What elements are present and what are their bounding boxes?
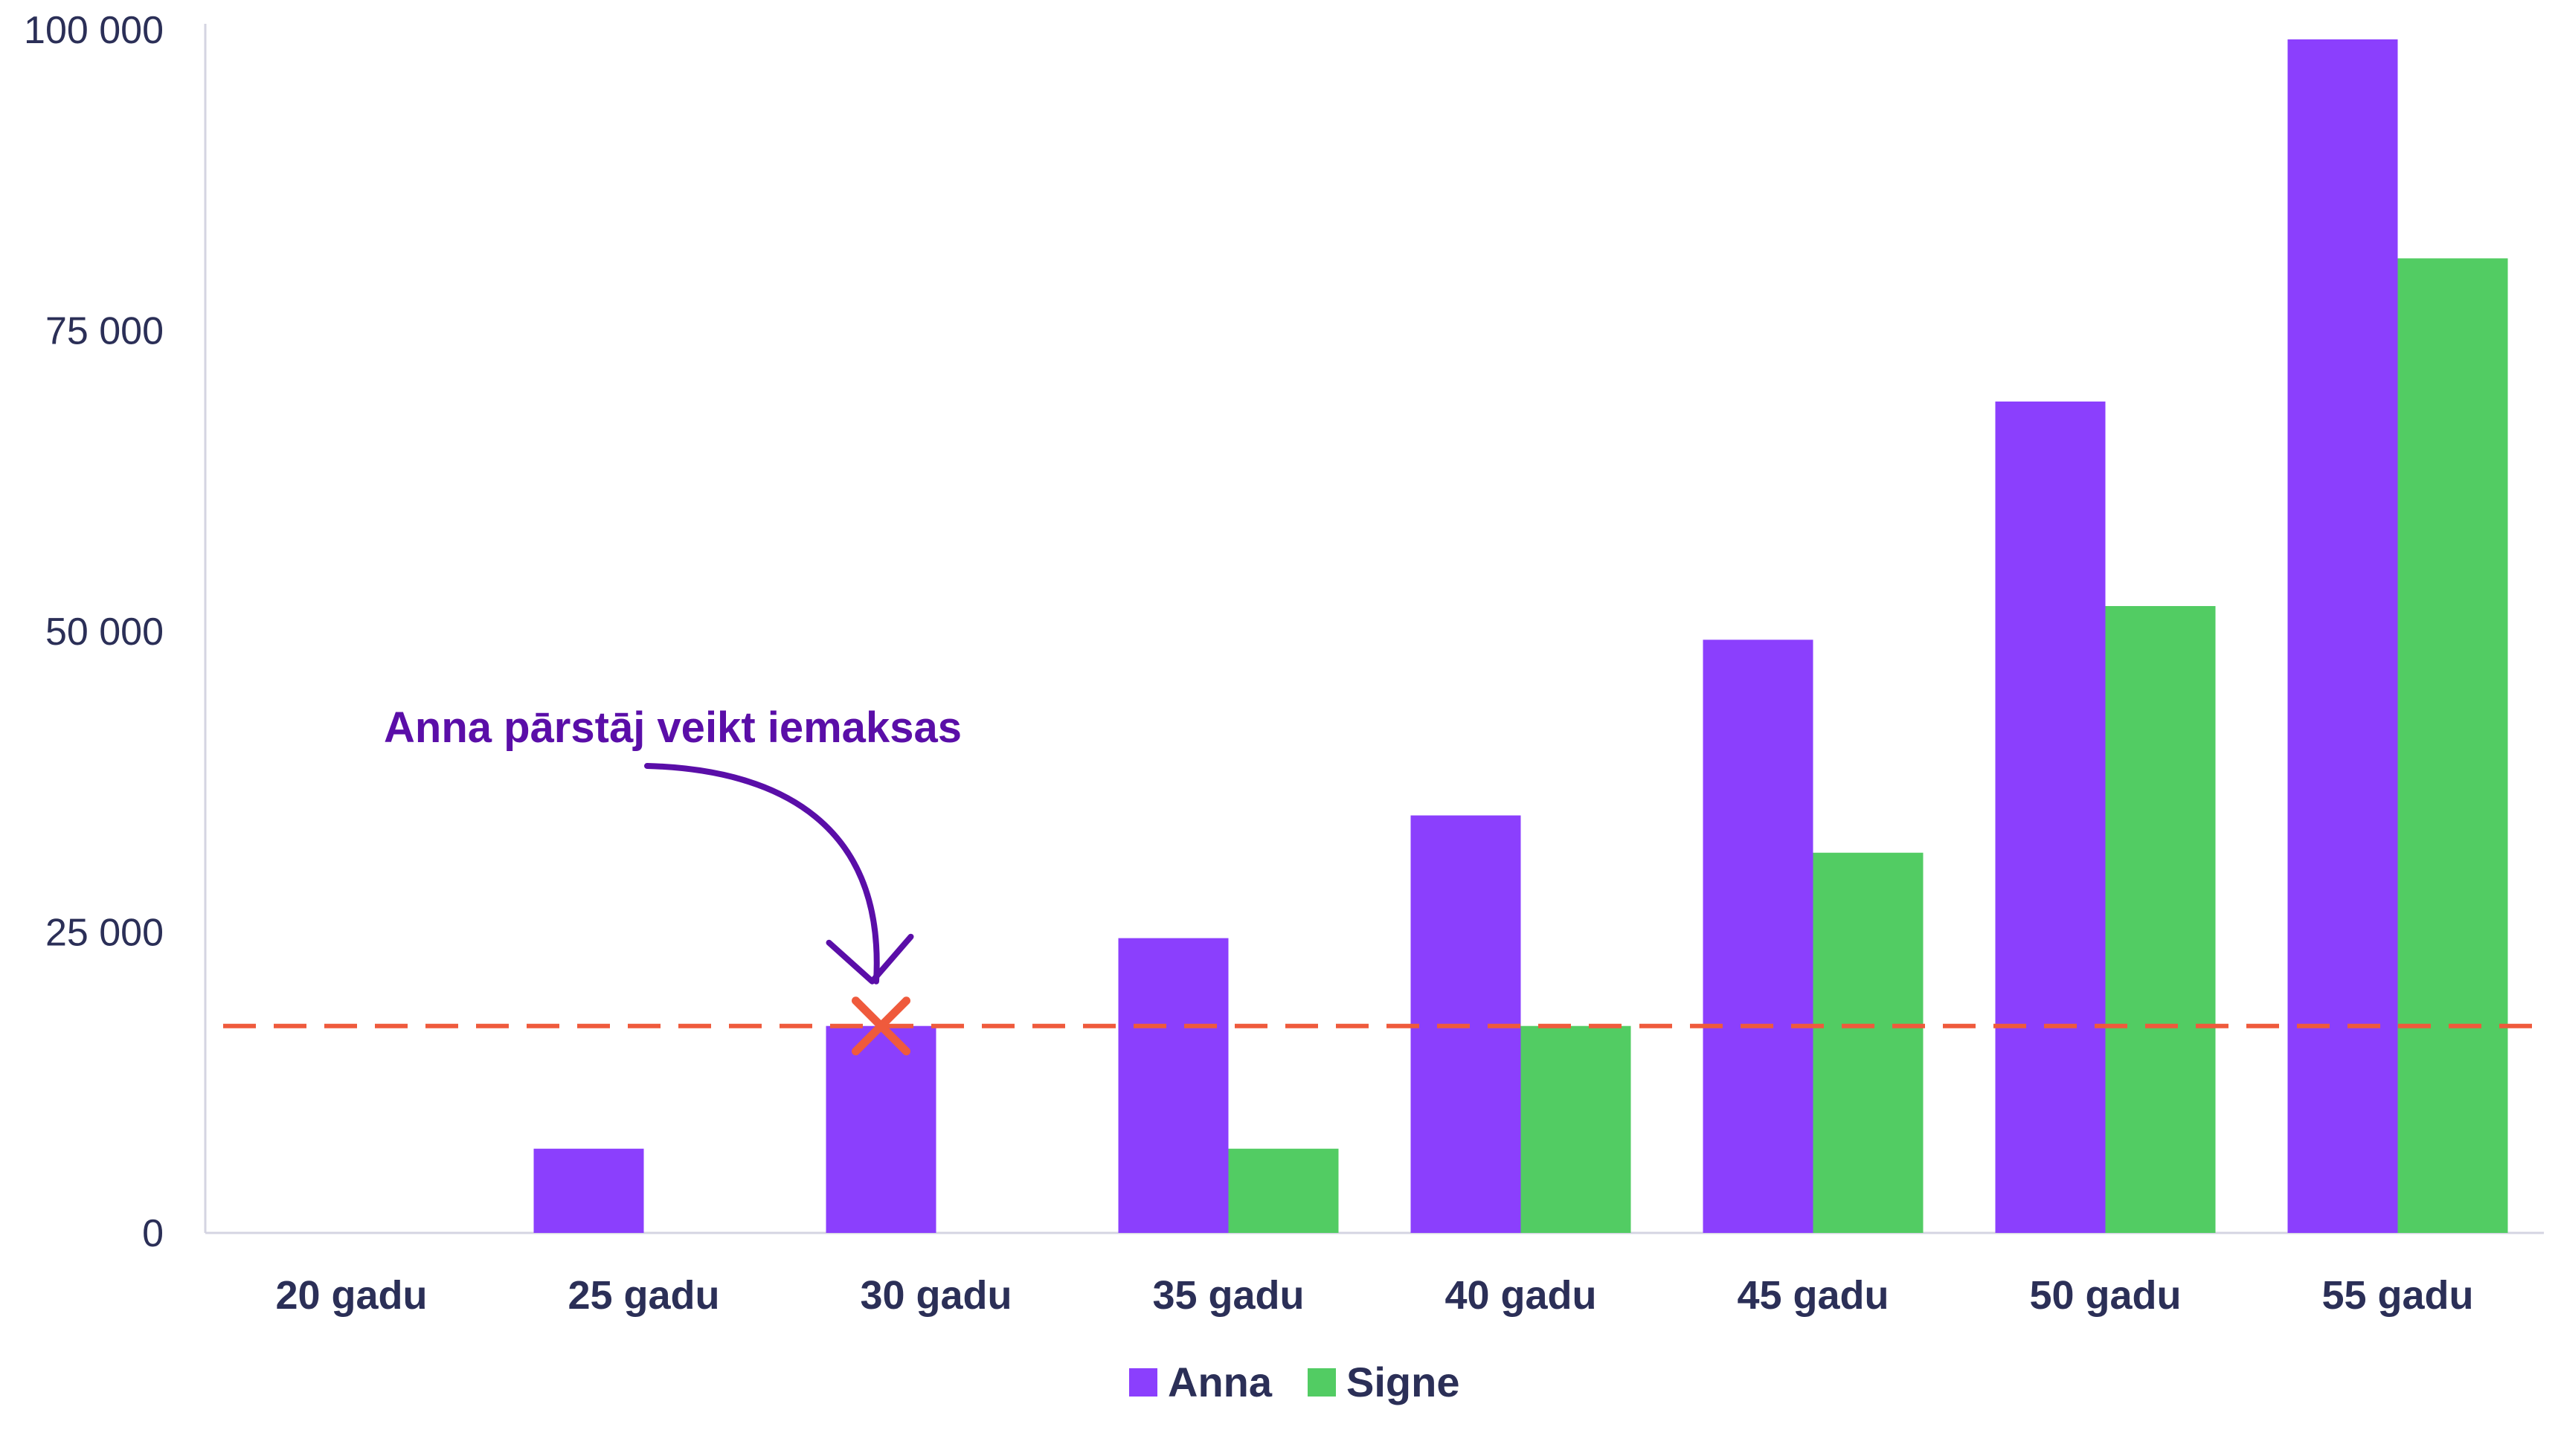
axes: 0 25 000 50 000 75 000 100 000 20 gadu 25 gadu… xyxy=(24,9,2544,1318)
bar-anna xyxy=(1118,938,1229,1233)
arrow-shaft xyxy=(644,763,880,985)
legend-item-anna: Anna xyxy=(1129,1359,1273,1405)
bar-signe xyxy=(1813,852,1924,1233)
overlay: Anna pārstāj veikt iemaksas xyxy=(223,703,2544,1056)
x-tick-label: 50 gadu xyxy=(2029,1273,2181,1318)
y-tick-label: 100 000 xyxy=(24,9,164,52)
bar-signe xyxy=(2397,258,2508,1233)
x-tick-label: 20 gadu xyxy=(275,1273,427,1318)
legend-label: Anna xyxy=(1168,1359,1273,1405)
legend-item-signe: Signe xyxy=(1308,1359,1459,1405)
bar-anna xyxy=(1995,401,2106,1234)
y-tick-label: 75 000 xyxy=(45,310,164,353)
arrow-head xyxy=(826,933,914,985)
legend-swatch xyxy=(1308,1368,1336,1397)
legend-label: Signe xyxy=(1346,1359,1459,1405)
curved-arrow-icon xyxy=(644,763,914,985)
x-tick-label: 25 gadu xyxy=(568,1273,719,1318)
bar-signe xyxy=(1520,1025,1631,1233)
x-tick-label: 45 gadu xyxy=(1737,1273,1889,1318)
y-tick-label: 50 000 xyxy=(45,611,164,654)
legend: Anna Signe xyxy=(1129,1359,1459,1405)
x-marker-stroke xyxy=(852,996,910,1056)
x-tick-label: 55 gadu xyxy=(2321,1273,2473,1318)
x-marker-icon xyxy=(852,996,910,1056)
bar-anna xyxy=(533,1148,644,1233)
bar-signe xyxy=(1228,1148,1339,1233)
x-tick-label: 30 gadu xyxy=(860,1273,1012,1318)
bar-anna xyxy=(1703,640,1813,1233)
x-tick-label: 35 gadu xyxy=(1152,1273,1304,1318)
y-tick-label: 25 000 xyxy=(45,912,164,955)
bar-signe xyxy=(2105,606,2216,1233)
annotation-text: Anna pārstāj veikt iemaksas xyxy=(384,703,962,752)
bar-anna xyxy=(2287,39,2398,1234)
bars xyxy=(533,39,2508,1234)
y-tick-label: 0 xyxy=(142,1212,164,1255)
legend-swatch xyxy=(1129,1368,1157,1397)
bar-anna xyxy=(826,1025,936,1233)
x-tick-label: 40 gadu xyxy=(1445,1273,1596,1318)
